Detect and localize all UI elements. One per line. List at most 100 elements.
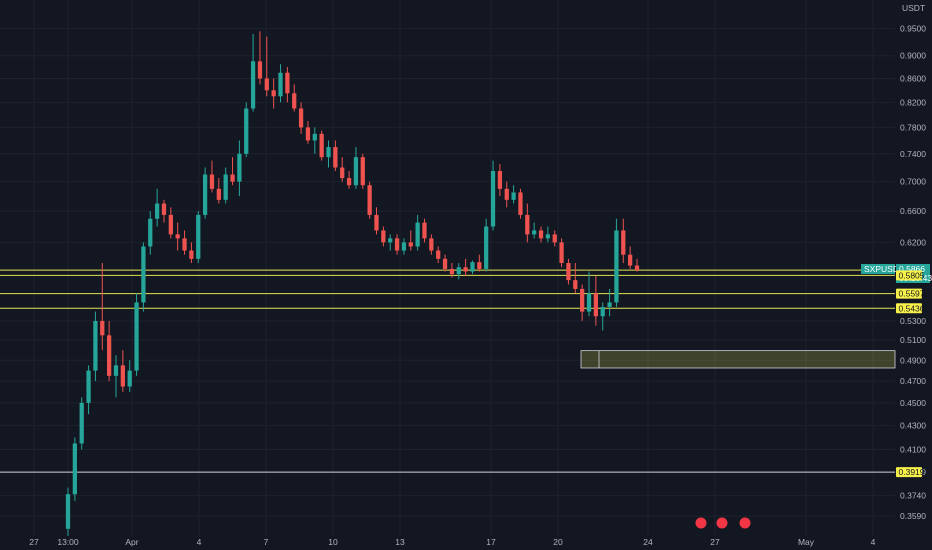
candle-body [93,320,98,371]
candle-body [182,238,187,251]
candle-body [333,147,338,168]
candle-body [340,167,345,179]
candle-body [230,174,235,182]
x-tick-label: 20 [553,537,563,547]
horizontal-levels [0,269,895,473]
x-tick-label: 13 [395,537,405,547]
candle-body [449,268,455,275]
y-tick-label: 0.6600 [900,206,926,216]
candle-body [65,494,71,529]
candle-body [497,170,503,189]
y-tick-label: 0.4700 [900,376,926,386]
candle-body [415,222,420,247]
supply-zone [580,350,896,369]
y-tick-label: 0.9000 [900,51,926,61]
currency-label: USDT [902,3,925,13]
candle-body [545,234,551,239]
candle-body [278,72,283,97]
time-axis[interactable]: 27 13:00 Apr 4 7 10 13 17 20 24 27 May 4 [29,537,875,547]
candle-body [353,157,359,186]
candle-body [511,192,516,200]
event-flag-icon[interactable] [695,517,707,529]
candle-body [566,263,571,281]
candle-body [525,214,530,235]
y-tick-label: 0.3740 [900,491,926,501]
candle-body [408,242,413,247]
candle-body [504,188,509,200]
candle-body [264,78,269,91]
candle-body [79,402,84,444]
candle-body [250,61,256,109]
x-tick-label: 4 [197,537,202,547]
candle-body [305,127,311,141]
candle-body [86,370,91,403]
x-tick-label: 4 [871,537,876,547]
x-tick-label: 10 [328,537,338,547]
level-tag-bg [896,270,922,281]
symbol-tag-bg [861,264,895,274]
y-tick-label: 0.4500 [900,398,926,408]
candle-body [628,254,633,266]
candle-body [72,443,77,495]
candle-body [374,214,379,231]
y-tick-label: 0.6200 [900,237,926,247]
candle-body [202,174,208,215]
candle-body [148,218,153,247]
level-tag-bg [896,303,922,314]
symbol-tag: SXPUSDT [864,264,904,274]
y-tick-label: 0.7800 [900,122,926,132]
candle-body [326,147,331,158]
y-tick-label: 0.4300 [900,421,926,431]
event-markers[interactable] [695,517,751,529]
candle-body [552,234,557,243]
level-tag: 0.5597 [899,289,925,299]
candle-body [607,302,612,307]
level-tag-bg [896,288,922,299]
candle-body [634,265,640,271]
candle-body [285,72,290,94]
y-tick-label: 0.7000 [900,177,926,187]
candle-body [600,306,605,317]
candle-body [141,246,146,303]
candle-body [134,302,139,371]
y-tick-label: 0.4900 [900,355,926,365]
x-tick-label: 27 [710,537,720,547]
y-tick-label: 0.8200 [900,97,926,107]
current-price-tag: 0.5866 [899,264,925,274]
candle-body [360,157,365,186]
candle-body [490,170,496,227]
candle-body [388,238,393,243]
candle-body [346,178,352,186]
candle-body [312,133,317,141]
candle-body [436,250,441,259]
candle-body [127,370,132,387]
candle-body [394,238,400,251]
level-tag: 0.5436 [899,303,925,313]
candle-body [113,365,119,376]
candle-body [161,203,167,215]
candle-body [401,242,407,251]
candle-body [442,258,448,269]
candle-body [168,214,173,235]
y-tick-label: 0.8600 [900,74,926,84]
y-tick-label: 0.4100 [900,445,926,455]
candle-body [621,230,626,255]
candle-body [292,93,297,109]
event-flag-icon[interactable] [739,517,751,529]
candle-body [422,222,427,239]
y-tick-label: 0.7400 [900,149,926,159]
y-tick-label: 0.9500 [900,24,926,34]
candle-body [367,185,372,215]
candle-body [470,262,475,272]
candle-body [271,90,276,97]
candle-body [244,108,249,154]
event-flag-icon[interactable] [716,517,728,529]
candle-body [196,214,201,259]
y-tick-label: 0.5300 [900,316,926,326]
y-tick-label: 0.3590 [900,511,926,521]
candle-body [429,238,434,251]
x-tick-label: 27 [29,537,39,547]
candle-body [154,203,160,219]
candle-body [593,293,598,317]
